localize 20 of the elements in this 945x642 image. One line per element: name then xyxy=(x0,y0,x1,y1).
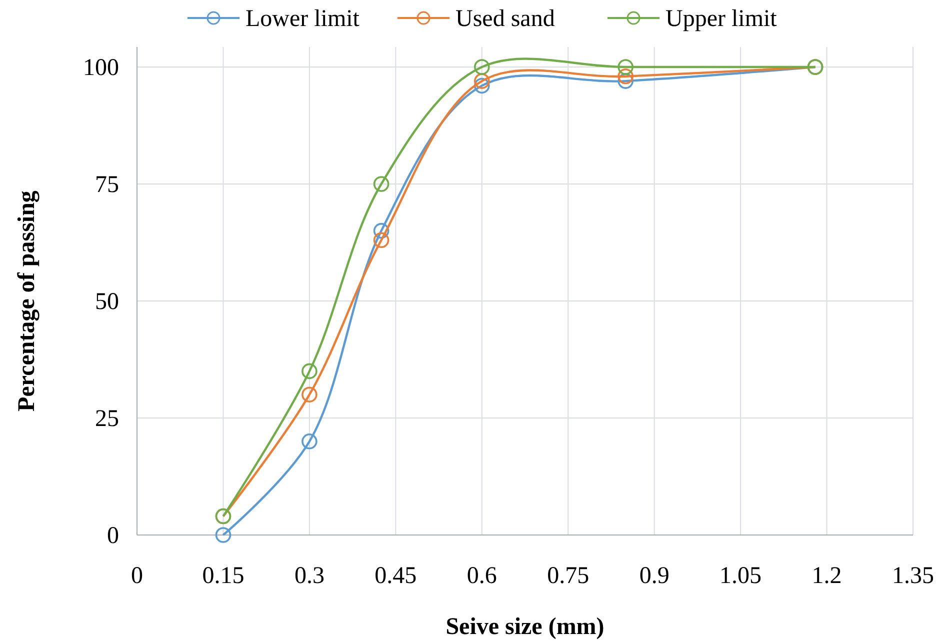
y-tick-label: 100 xyxy=(83,55,119,81)
x-tick-label: 1.05 xyxy=(720,563,762,589)
x-tick-label: 0.9 xyxy=(639,563,670,589)
x-tick-label: 0.15 xyxy=(202,563,244,589)
legend-label: Used sand xyxy=(456,6,555,32)
y-tick-label: 0 xyxy=(107,523,119,549)
x-tick-label: 0.75 xyxy=(547,563,590,589)
x-tick-label: 0.45 xyxy=(374,563,417,589)
x-tick-label: 0 xyxy=(131,563,143,589)
y-tick-label: 50 xyxy=(95,289,119,315)
x-tick-label: 1.35 xyxy=(892,563,934,589)
x-tick-label: 0.6 xyxy=(466,563,497,589)
y-tick-label: 75 xyxy=(95,172,119,198)
x-tick-label: 1.2 xyxy=(812,563,842,589)
y-tick-label: 25 xyxy=(95,406,119,432)
legend-label: Lower limit xyxy=(246,6,360,32)
x-axis-title: Seive size (mm) xyxy=(446,614,604,640)
legend-label: Upper limit xyxy=(666,6,778,32)
y-axis-title: Percentage of passing xyxy=(14,190,40,412)
x-tick-label: 0.3 xyxy=(294,563,324,589)
